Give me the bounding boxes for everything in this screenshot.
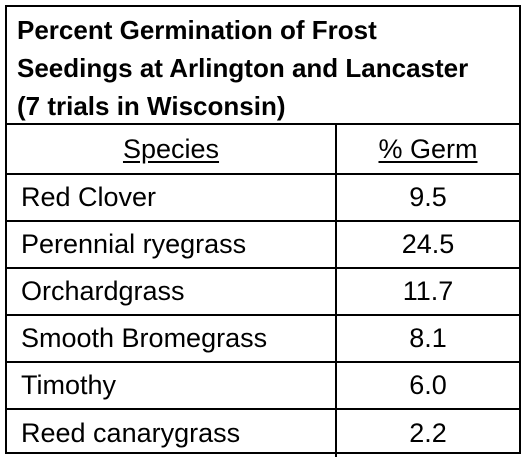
germ-header-label: % Germ [378,133,478,164]
table-row: Reed canarygrass 2.2 [7,410,519,457]
germ-cell: 24.5 [401,229,455,259]
germ-cell: 8.1 [409,323,447,353]
species-cell: Orchardgrass [7,269,337,314]
germ-cell: 11.7 [402,276,454,306]
table-row: Perennial ryegrass 24.5 [7,222,519,269]
table-row: Timothy 6.0 [7,363,519,410]
table-title-line: Percent Germination of Frost [17,15,377,45]
germ-cell: 6.0 [409,370,447,400]
table-row: Red Clover 9.5 [7,175,519,222]
germ-cell: 9.5 [409,182,447,212]
table-header-row: Species % Germ [7,125,519,175]
species-cell: Smooth Bromegrass [7,316,337,361]
table-row: Smooth Bromegrass 8.1 [7,316,519,363]
species-cell: Timothy [7,363,337,408]
table-title-line: (7 trials in Wisconsin) [17,91,286,121]
species-header-label: Species [122,133,220,164]
germination-table: Percent Germination of Frost Seedings at… [5,5,521,457]
germ-column-header: % Germ [337,125,519,173]
species-column-header: Species [7,125,337,173]
species-cell: Perennial ryegrass [7,222,337,267]
germ-cell: 2.2 [409,418,447,448]
table-row: Orchardgrass 11.7 [7,269,519,316]
species-cell: Red Clover [7,175,337,220]
table-title: Percent Germination of Frost Seedings at… [7,7,519,125]
species-cell: Reed canarygrass [7,410,337,457]
table-title-line: Seedings at Arlington and Lancaster [17,53,469,83]
